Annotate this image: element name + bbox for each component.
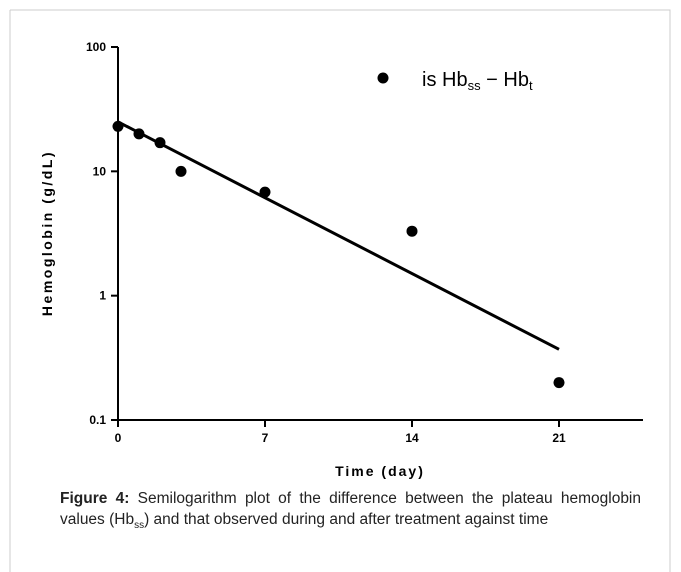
y-tick-label: 10 (93, 164, 107, 178)
x-tick-label: 7 (262, 431, 269, 445)
x-tick-label: 21 (552, 431, 566, 445)
legend-subscript: t (529, 78, 533, 93)
x-axis-label: Time (day) (335, 463, 425, 479)
y-tick-label: 1 (99, 289, 106, 303)
point (112, 120, 124, 132)
point (175, 165, 187, 177)
fit-line (117, 120, 560, 351)
caption: Figure 4: Semilogarithm plot of the diff… (60, 488, 641, 536)
caption-subscript: ss (134, 520, 145, 532)
x-tick-label: 0 (115, 431, 122, 445)
point (553, 377, 565, 389)
caption-text: ) and that observed during and after tre… (144, 511, 549, 528)
legend-label: is Hbss − Hbt (422, 69, 533, 93)
legend-marker (377, 72, 389, 84)
y-axis-label: Hemoglobin (g/dL) (39, 150, 55, 316)
point (406, 225, 418, 237)
legend-text: − Hb (481, 69, 529, 91)
y-tick-label: 100 (86, 40, 106, 54)
frame (10, 9, 671, 572)
point (133, 128, 145, 140)
legend-text: is Hb (422, 69, 468, 91)
x-tick-label: 14 (405, 431, 419, 445)
point (154, 137, 166, 149)
point (259, 186, 271, 198)
caption-text: Semilogarithm plot of the difference bet… (60, 490, 642, 528)
y-tick-label: 0.1 (89, 413, 106, 427)
legend-subscript: ss (468, 78, 482, 93)
caption-label: Figure 4: (60, 490, 130, 507)
